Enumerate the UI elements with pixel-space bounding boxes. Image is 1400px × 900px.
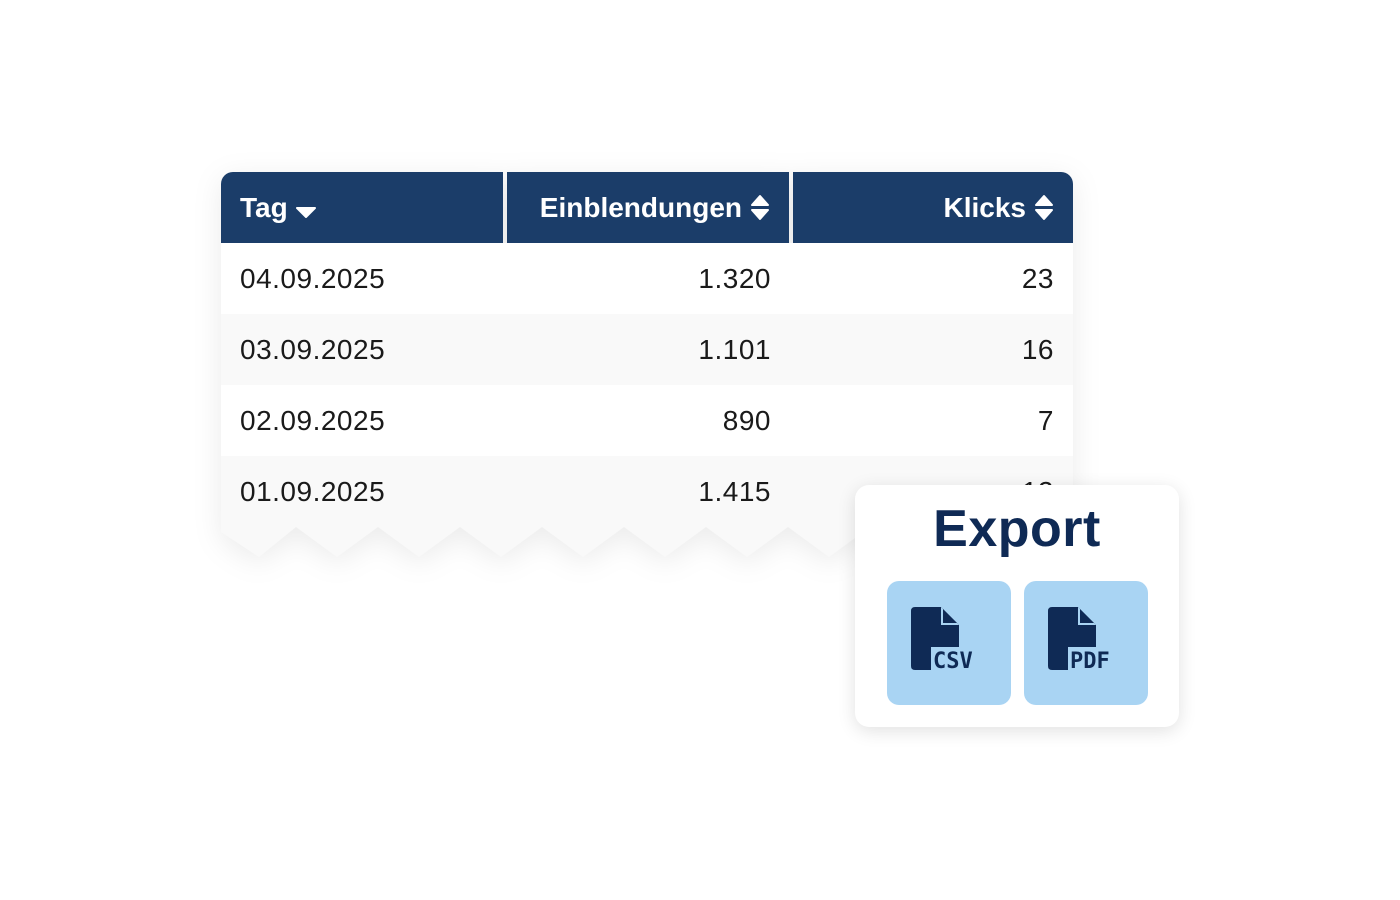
caret-down-icon [295, 194, 316, 222]
column-header-label: Tag [240, 191, 288, 223]
sort-both-icon [1034, 194, 1054, 222]
cell-impressions: 1.320 [698, 262, 771, 294]
cell-date: 02.09.2025 [240, 404, 386, 436]
export-title: Export [933, 500, 1101, 558]
cell-impressions: 1.415 [698, 475, 771, 507]
table-row: 01.09.2025 1.415 12 [221, 456, 1073, 527]
column-header-klicks[interactable]: Klicks [793, 172, 1073, 243]
export-panel: Export CSV PDF [855, 485, 1179, 727]
column-header-label: Klicks [943, 191, 1027, 223]
table-row: 03.09.2025 1.101 16 [221, 314, 1073, 385]
torn-edge [221, 527, 1073, 557]
table-row: 04.09.2025 1.320 23 [221, 243, 1073, 314]
sort-both-icon [750, 194, 770, 222]
csv-file-icon: CSV [911, 607, 987, 679]
table-body: 04.09.2025 1.320 23 03.09.2025 1.101 16 … [221, 243, 1073, 527]
cell-impressions: 890 [722, 404, 771, 436]
pdf-file-icon: PDF [1048, 607, 1124, 679]
cell-date: 01.09.2025 [240, 475, 386, 507]
file-type-label: PDF [1070, 649, 1110, 674]
cell-clicks: 7 [1037, 404, 1054, 436]
cell-date: 03.09.2025 [240, 333, 386, 365]
column-header-label: Einblendungen [539, 191, 742, 223]
report-table: Tag Einblendungen Klicks [221, 172, 1073, 583]
cell-date: 04.09.2025 [240, 262, 386, 294]
cell-impressions: 1.101 [698, 333, 771, 365]
export-csv-button[interactable]: CSV [887, 581, 1011, 705]
column-header-tag[interactable]: Tag [221, 172, 503, 243]
cell-clicks: 23 [1021, 262, 1054, 294]
column-header-einblendungen[interactable]: Einblendungen [507, 172, 789, 243]
cell-clicks: 16 [1021, 333, 1054, 365]
table-row: 02.09.2025 890 7 [221, 385, 1073, 456]
file-type-label: CSV [933, 649, 973, 674]
table-header: Tag Einblendungen Klicks [221, 172, 1073, 243]
export-pdf-button[interactable]: PDF [1024, 581, 1148, 705]
